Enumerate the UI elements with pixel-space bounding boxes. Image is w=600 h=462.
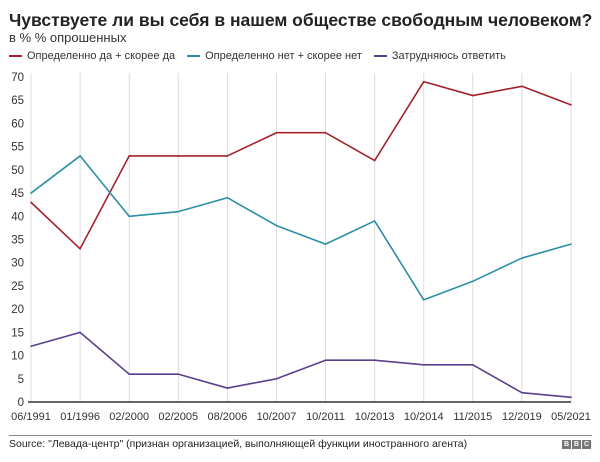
- legend-item-no: Определенно нет + скорее нет: [187, 50, 362, 62]
- x-tick-label: 02/2005: [158, 411, 198, 423]
- data-point: [422, 80, 425, 83]
- data-point: [422, 299, 425, 301]
- data-point: [177, 373, 180, 375]
- x-tick-label: 10/2014: [404, 411, 444, 423]
- y-tick-label: 35: [11, 235, 24, 247]
- data-point: [128, 373, 130, 375]
- y-tick-label: 60: [11, 118, 24, 130]
- data-point: [128, 155, 130, 157]
- data-point: [373, 220, 376, 222]
- x-tick-label: 10/2013: [355, 411, 395, 423]
- data-point: [373, 159, 376, 162]
- legend-item-unsure: Затрудняюсь ответить: [373, 50, 506, 62]
- y-tick-label: 40: [11, 211, 24, 223]
- y-tick-label: 5: [18, 374, 24, 386]
- y-tick-label: 15: [11, 327, 24, 339]
- data-point: [472, 94, 474, 97]
- data-point: [30, 345, 32, 348]
- legend-label: Определенно да + скорее да: [27, 50, 176, 62]
- y-tick-label: 50: [11, 165, 24, 177]
- legend-label: Определенно нет + скорее нет: [205, 50, 362, 62]
- legend-swatch: [373, 55, 387, 57]
- data-point: [275, 377, 278, 380]
- data-point: [570, 104, 572, 106]
- data-point: [79, 331, 81, 334]
- data-point: [30, 192, 32, 194]
- data-point: [472, 280, 474, 283]
- data-point: [373, 359, 376, 362]
- x-tick-label: 11/2015: [453, 411, 492, 423]
- data-point: [275, 224, 278, 227]
- data-point: [324, 131, 327, 134]
- x-tick-label: 08/2006: [207, 411, 247, 423]
- data-point: [521, 391, 523, 394]
- data-point: [79, 247, 81, 250]
- x-tick-label: 05/2021: [551, 411, 591, 423]
- y-tick-label: 65: [11, 95, 24, 107]
- y-tick-label: 45: [11, 188, 24, 200]
- x-tick-label: 02/2000: [109, 411, 149, 423]
- y-tick-label: 55: [11, 142, 24, 154]
- x-tick-label: 01/1996: [60, 411, 100, 423]
- data-point: [226, 155, 229, 157]
- data-point: [177, 155, 180, 157]
- data-point: [128, 215, 130, 218]
- y-tick-label: 20: [11, 304, 24, 316]
- y-tick-label: 25: [11, 281, 24, 293]
- legend-label: Затрудняюсь ответить: [391, 50, 506, 62]
- data-point: [324, 359, 327, 362]
- legend-item-yes: Определенно да + скорее да: [9, 50, 175, 62]
- series-line-2: [30, 331, 572, 399]
- y-tick-label: 0: [18, 397, 24, 409]
- data-point: [521, 85, 523, 88]
- chart-title: Чувствуете ли вы себя в нашем обществе с…: [9, 10, 593, 30]
- legend: Определенно да + скорее да Определенно н…: [9, 50, 506, 62]
- data-point: [324, 243, 327, 245]
- legend-swatch: [187, 55, 201, 57]
- x-tick-label: 10/2007: [257, 411, 297, 423]
- data-point: [177, 210, 180, 213]
- y-tick-label: 30: [11, 258, 24, 270]
- source-note: Source: "Левада-центр" (признан организа…: [9, 438, 468, 450]
- y-tick-label: 10: [11, 351, 24, 363]
- series-line-1: [30, 155, 572, 301]
- data-point: [226, 196, 229, 199]
- chart-subtitle: в % % опрошенных: [9, 30, 127, 45]
- y-tick-label: 70: [11, 72, 24, 84]
- data-point: [570, 396, 572, 399]
- data-point: [521, 257, 523, 259]
- data-point: [30, 201, 32, 204]
- x-tick-label: 10/2011: [306, 411, 345, 423]
- data-point: [472, 364, 474, 366]
- data-point: [79, 155, 81, 157]
- legend-swatch: [9, 55, 22, 57]
- data-point: [422, 364, 425, 366]
- x-tick-label: 06/1991: [11, 411, 51, 423]
- data-point: [570, 243, 572, 245]
- series-line-0: [30, 80, 572, 250]
- x-tick-label: 12/2019: [502, 411, 542, 423]
- data-point: [226, 387, 229, 389]
- data-point: [275, 131, 278, 134]
- footer-divider: [9, 435, 592, 436]
